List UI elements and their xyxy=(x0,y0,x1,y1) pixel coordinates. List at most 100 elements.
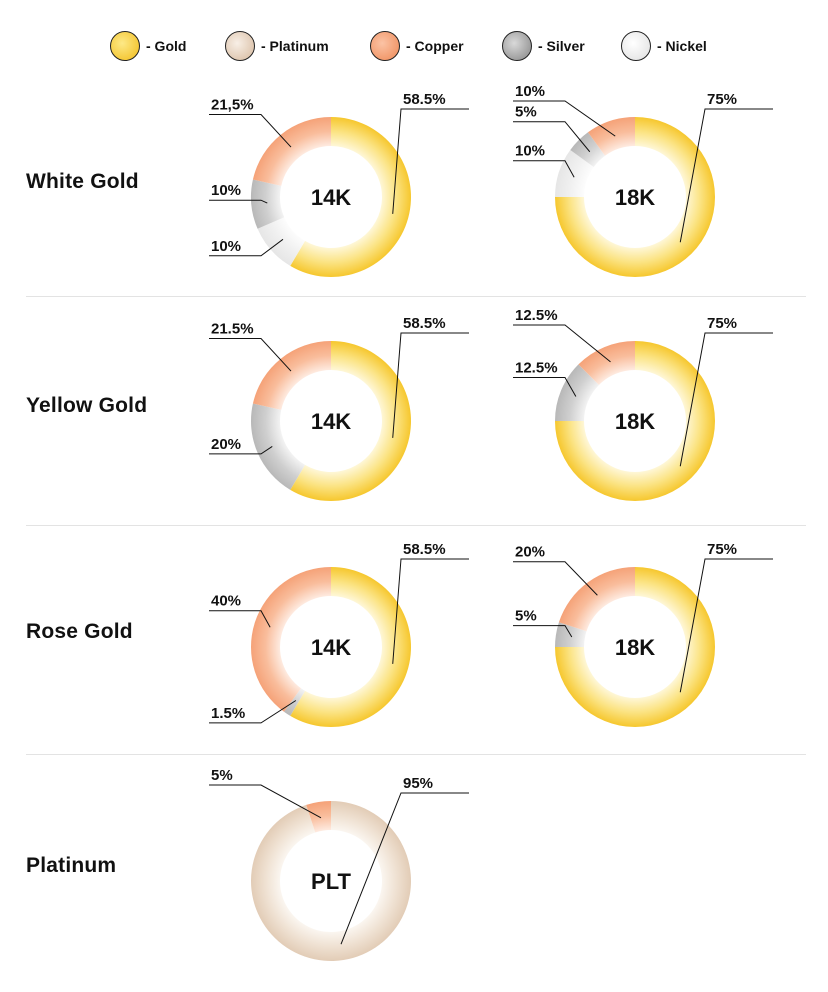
callout-label-copper: 21.5% xyxy=(211,321,254,338)
slice-copper xyxy=(578,341,635,385)
slice-gold xyxy=(290,567,411,727)
slice-copper xyxy=(251,567,331,712)
callout-label-silver: 20% xyxy=(211,436,241,453)
callout-leader-line xyxy=(209,338,292,372)
callout-label-gold: 58.5% xyxy=(403,315,446,332)
callout-label-gold: 75% xyxy=(707,91,737,108)
legend-item-gold: - Gold xyxy=(110,28,186,64)
callout-label-silver: 12.5% xyxy=(515,359,558,376)
legend-label: - Platinum xyxy=(261,38,329,54)
center-label: 18K xyxy=(615,635,655,660)
slice-silver xyxy=(251,179,285,229)
callout-leader-line xyxy=(679,108,773,243)
legend-item-silver: - Silver xyxy=(502,28,585,64)
donut-chart: 58.5% 1.5% 40% 14K xyxy=(209,541,469,727)
callout-label-gold: 58.5% xyxy=(403,91,446,108)
callout-leader-line xyxy=(679,558,773,693)
donut-chart: 58.5% 20% 21.5% 14K xyxy=(209,315,469,501)
legend: - Gold - Platinum - Copper - Silver - Ni… xyxy=(0,28,828,64)
callout-label-copper: 21,5% xyxy=(211,97,254,114)
callout-leader-line xyxy=(209,446,273,455)
donut-chart: 95% 5% PLT xyxy=(209,767,469,961)
slice-silver xyxy=(251,403,306,490)
callout-leader-line xyxy=(679,332,773,467)
legend-label: - Gold xyxy=(146,38,187,54)
row-divider xyxy=(26,754,806,755)
callout-label-gold: 75% xyxy=(707,315,737,332)
donut-chart: 75% 10% 5% 10% 18K xyxy=(513,83,773,277)
nickel-swatch-icon xyxy=(621,31,651,61)
platinum-swatch-icon xyxy=(225,31,255,61)
slice-nickel xyxy=(257,217,306,266)
center-label: 18K xyxy=(615,409,655,434)
callout-leader-line xyxy=(513,160,575,178)
center-label: 14K xyxy=(311,185,351,210)
callout-leader-line xyxy=(392,558,469,664)
callout-leader-line xyxy=(513,324,611,363)
callout-label-platinum: 95% xyxy=(403,775,433,792)
callout-leader-line xyxy=(513,561,598,596)
row-label-white-gold: White Gold xyxy=(26,170,139,193)
donut-chart: 58.5% 10% 10% 21,5% 14K xyxy=(209,91,469,277)
callout-leader-line xyxy=(209,610,271,628)
slice-nickel xyxy=(555,149,594,197)
legend-item-platinum: - Platinum xyxy=(225,28,329,64)
row-label-rose-gold: Rose Gold xyxy=(26,620,133,643)
callout-label-gold: 58.5% xyxy=(403,541,446,558)
callout-leader-line xyxy=(209,784,322,819)
silver-swatch-icon xyxy=(502,31,532,61)
callout-leader-line xyxy=(513,121,591,153)
callout-leader-line xyxy=(209,114,292,148)
callout-label-gold: 75% xyxy=(707,541,737,558)
callout-leader-line xyxy=(513,100,616,137)
center-label: 14K xyxy=(311,635,351,660)
slice-gold xyxy=(555,341,715,501)
legend-label: - Copper xyxy=(406,38,464,54)
legend-label: - Silver xyxy=(538,38,585,54)
callout-leader-line xyxy=(392,108,469,214)
slice-silver xyxy=(283,688,306,716)
row-divider xyxy=(26,296,806,297)
callout-label-copper: 20% xyxy=(515,544,545,561)
legend-label: - Nickel xyxy=(657,38,707,54)
slice-copper xyxy=(587,117,635,156)
callout-label-silver: 1.5% xyxy=(211,705,245,722)
callout-leader-line xyxy=(340,792,469,945)
callout-leader-line xyxy=(209,700,297,724)
slice-gold xyxy=(555,567,715,727)
callout-leader-line xyxy=(209,238,284,257)
callout-label-nickel: 10% xyxy=(211,238,241,255)
slice-copper xyxy=(558,567,635,632)
callout-label-silver: 5% xyxy=(515,608,537,625)
legend-item-copper: - Copper xyxy=(370,28,464,64)
slice-gold xyxy=(290,117,411,277)
slice-gold xyxy=(290,341,411,501)
row-label-platinum: Platinum xyxy=(26,854,117,877)
callout-label-copper: 40% xyxy=(211,593,241,610)
copper-swatch-icon xyxy=(370,31,400,61)
callout-leader-line xyxy=(513,376,577,397)
slice-platinum xyxy=(251,801,412,961)
callout-label-copper: 10% xyxy=(515,83,545,100)
center-label: PLT xyxy=(311,869,351,894)
row-label-yellow-gold: Yellow Gold xyxy=(26,394,148,417)
slice-copper xyxy=(252,341,331,410)
center-label: 18K xyxy=(615,185,655,210)
slice-gold xyxy=(555,117,715,277)
row-divider xyxy=(26,525,806,526)
callout-label-copper: 5% xyxy=(211,767,233,784)
callout-leader-line xyxy=(513,625,573,638)
callout-label-copper: 12.5% xyxy=(515,307,558,324)
callout-leader-line xyxy=(209,199,268,204)
slice-copper xyxy=(252,117,331,186)
center-label: 14K xyxy=(311,409,351,434)
legend-item-nickel: - Nickel xyxy=(621,28,707,64)
donut-chart: 75% 12.5% 12.5% 18K xyxy=(513,307,773,501)
gold-swatch-icon xyxy=(110,31,140,61)
donut-chart: 75% 5% 20% 18K xyxy=(513,541,773,727)
callout-label-silver: 5% xyxy=(515,104,537,121)
slice-silver xyxy=(555,364,599,421)
callout-label-silver: 10% xyxy=(211,182,241,199)
callout-leader-line xyxy=(392,332,469,438)
